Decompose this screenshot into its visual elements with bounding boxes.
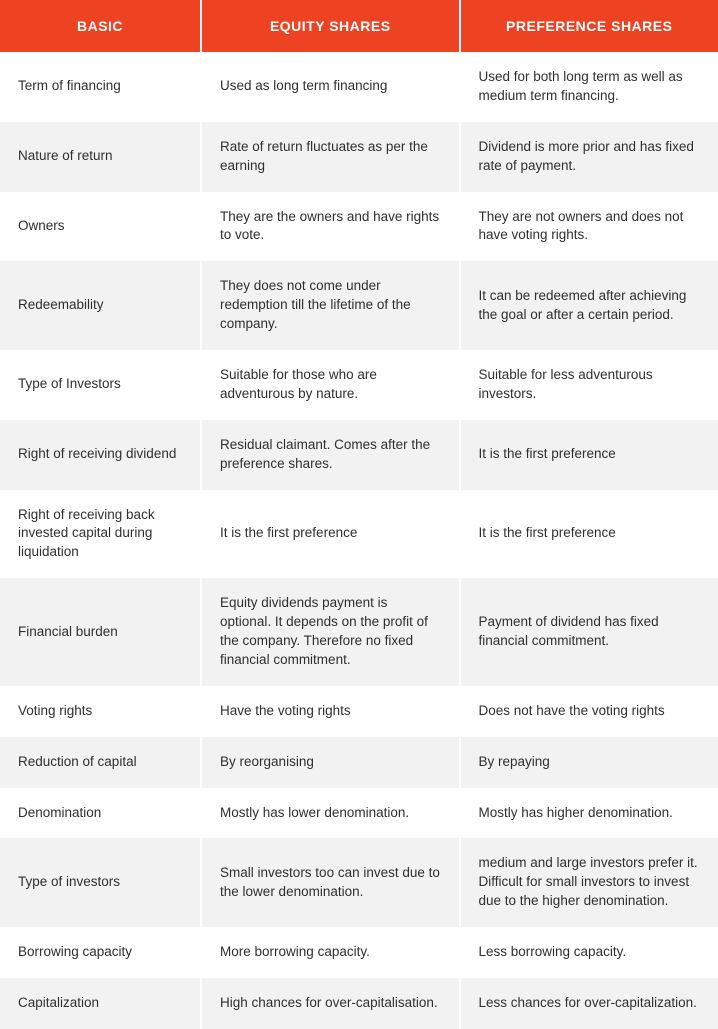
cell-preference: medium and large investors prefer it. Di… [460,838,718,927]
comparison-table: BASIC EQUITY SHARES PREFERENCE SHARES Te… [0,0,718,1029]
cell-equity: Equity dividends payment is optional. It… [201,578,459,686]
table-row: Type of InvestorsSuitable for those who … [0,350,718,420]
header-preference: PREFERENCE SHARES [460,0,718,52]
cell-preference: It can be redeemed after achieving the g… [460,261,718,350]
table-row: Borrowing capacityMore borrowing capacit… [0,927,718,978]
cell-basic: Owners [0,192,201,262]
cell-equity: High chances for over-capitalisation. [201,978,459,1029]
cell-preference: Less borrowing capacity. [460,927,718,978]
cell-preference: Dividend is more prior and has fixed rat… [460,122,718,192]
table-row: Right of receiving back invested capital… [0,490,718,579]
cell-preference: It is the first preference [460,490,718,579]
cell-equity: Residual claimant. Comes after the prefe… [201,420,459,490]
cell-equity: It is the first preference [201,490,459,579]
table-row: Nature of returnRate of return fluctuate… [0,122,718,192]
cell-equity: By reorganising [201,737,459,788]
cell-preference: Used for both long term as well as mediu… [460,52,718,122]
table-row: Reduction of capitalBy reorganisingBy re… [0,737,718,788]
table-row: DenominationMostly has lower denominatio… [0,788,718,839]
table-header: BASIC EQUITY SHARES PREFERENCE SHARES [0,0,718,52]
table-body: Term of financingUsed as long term finan… [0,52,718,1029]
cell-equity: Suitable for those who are adventurous b… [201,350,459,420]
cell-preference: It is the first preference [460,420,718,490]
cell-equity: Mostly has lower denomination. [201,788,459,839]
header-basic: BASIC [0,0,201,52]
cell-basic: Financial burden [0,578,201,686]
cell-basic: Nature of return [0,122,201,192]
cell-preference: Does not have the voting rights [460,686,718,737]
cell-basic: Right of receiving back invested capital… [0,490,201,579]
cell-basic: Term of financing [0,52,201,122]
cell-basic: Borrowing capacity [0,927,201,978]
cell-equity: Have the voting rights [201,686,459,737]
table-row: Voting rightsHave the voting rightsDoes … [0,686,718,737]
cell-preference: By repaying [460,737,718,788]
cell-basic: Type of Investors [0,350,201,420]
cell-basic: Capitalization [0,978,201,1029]
table-row: Right of receiving dividendResidual clai… [0,420,718,490]
cell-equity: They does not come under redemption till… [201,261,459,350]
table-row: Financial burdenEquity dividends payment… [0,578,718,686]
cell-preference: Payment of dividend has fixed financial … [460,578,718,686]
table-row: OwnersThey are the owners and have right… [0,192,718,262]
table-row: Type of investorsSmall investors too can… [0,838,718,927]
table-row: RedeemabilityThey does not come under re… [0,261,718,350]
cell-preference: They are not owners and does not have vo… [460,192,718,262]
cell-basic: Voting rights [0,686,201,737]
cell-equity: Used as long term financing [201,52,459,122]
cell-basic: Right of receiving dividend [0,420,201,490]
cell-basic: Reduction of capital [0,737,201,788]
table-row: Term of financingUsed as long term finan… [0,52,718,122]
cell-equity: They are the owners and have rights to v… [201,192,459,262]
cell-basic: Type of investors [0,838,201,927]
cell-preference: Less chances for over-capitalization. [460,978,718,1029]
cell-equity: Rate of return fluctuates as per the ear… [201,122,459,192]
header-equity: EQUITY SHARES [201,0,459,52]
cell-preference: Mostly has higher denomination. [460,788,718,839]
cell-preference: Suitable for less adventurous investors. [460,350,718,420]
cell-basic: Redeemability [0,261,201,350]
cell-equity: More borrowing capacity. [201,927,459,978]
table-row: CapitalizationHigh chances for over-capi… [0,978,718,1029]
cell-basic: Denomination [0,788,201,839]
cell-equity: Small investors too can invest due to th… [201,838,459,927]
